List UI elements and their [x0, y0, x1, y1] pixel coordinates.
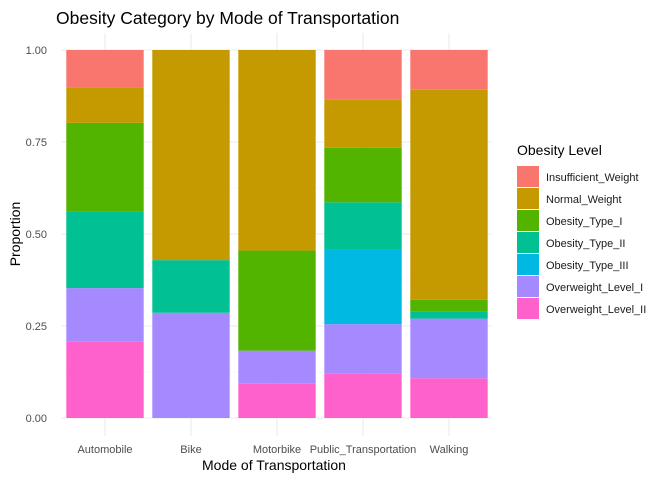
bar-segment: [238, 50, 316, 251]
x-axis-title: Mode of Transportation: [202, 457, 346, 473]
bar-segment: [324, 147, 402, 203]
legend-key: [517, 298, 539, 319]
legend-label: Obesity_Type_III: [546, 260, 629, 272]
x-tick-label: Motorbike: [253, 444, 301, 456]
bars: [66, 50, 488, 418]
bar-segment: [410, 311, 488, 319]
bar-segment: [152, 312, 230, 418]
y-tick-label: 0.50: [26, 229, 47, 241]
bar-segment: [66, 122, 144, 212]
legend-label: Obesity_Type_II: [546, 238, 626, 250]
bar-segment: [324, 249, 402, 325]
bar-segment: [152, 260, 230, 313]
y-tick-label: 1.00: [26, 45, 47, 57]
bar-segment: [66, 211, 144, 289]
bar-segment: [66, 341, 144, 418]
x-tick-label: Automobile: [77, 444, 132, 456]
legend: Obesity Level Insufficient_Weight Normal_…: [517, 142, 646, 319]
legend-label: Overweight_Level_II: [546, 304, 646, 316]
x-tick-label: Bike: [180, 444, 201, 456]
bar-segment: [238, 250, 316, 351]
legend-label: Normal_Weight: [546, 194, 622, 206]
bar-segment: [324, 373, 402, 418]
bar-segment: [324, 50, 402, 100]
x-tick-label: Walking: [430, 444, 469, 456]
legend-label: Obesity_Type_I: [546, 216, 622, 228]
y-tick-label: 0.75: [26, 137, 47, 149]
legend-key: [517, 166, 539, 187]
legend-key: [517, 188, 539, 209]
bar-segment: [66, 50, 144, 88]
bar-segment: [66, 87, 144, 123]
bar-segment: [324, 99, 402, 148]
bar-segment: [152, 50, 230, 261]
bar-segment: [238, 350, 316, 384]
bar-segment: [324, 324, 402, 374]
bar-segment: [410, 318, 488, 379]
y-tick-label: 0.25: [26, 321, 47, 333]
legend-title: Obesity Level: [517, 142, 602, 158]
bar-segment: [410, 89, 488, 300]
chart-title: Obesity Category by Mode of Transportati…: [56, 8, 399, 28]
bar-segment: [66, 288, 144, 342]
bar-segment: [324, 202, 402, 250]
y-tick-label: 0.00: [26, 413, 47, 425]
y-axis-title: Proportion: [7, 202, 23, 267]
legend-key: [517, 232, 539, 253]
legend-label: Insufficient_Weight: [546, 172, 639, 184]
legend-label: Overweight_Level_I: [546, 282, 643, 294]
x-tick-label: Public_Transportation: [310, 444, 417, 456]
bar-segment: [410, 378, 488, 418]
legend-key: [517, 210, 539, 231]
bar-segment: [410, 299, 488, 312]
bar-segment: [410, 50, 488, 90]
y-axis-ticks: 0.00 0.25 0.50 0.75 1.00: [26, 45, 47, 425]
x-axis-ticks: Automobile Bike Motorbike Public_Transporta…: [77, 444, 468, 456]
legend-key: [517, 254, 539, 275]
bar-segment: [238, 383, 316, 418]
legend-key: [517, 276, 539, 297]
